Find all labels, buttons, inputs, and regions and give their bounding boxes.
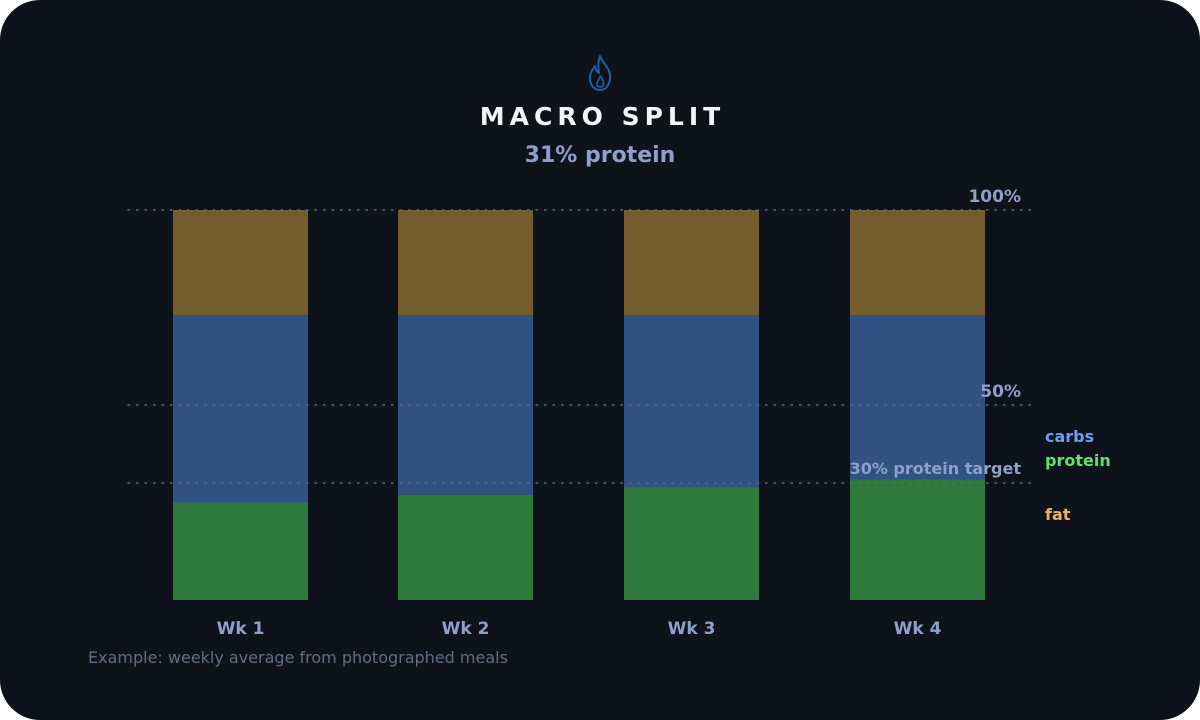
y-tick-label: 100%: [968, 187, 1021, 207]
x-tick-label: Wk 3: [668, 619, 716, 639]
bar-segment-fat-2: [398, 210, 533, 316]
x-tick-label: Wk 1: [217, 619, 265, 639]
legend-label-protein: protein: [1045, 451, 1111, 470]
bar-segment-protein-1: [173, 502, 308, 600]
bar-segment-protein-3: [624, 486, 759, 600]
bar-segment-protein-4: [850, 479, 985, 600]
bar-segment-fat-4: [850, 210, 985, 316]
bar-segment-fat-1: [173, 210, 308, 316]
bar-segment-protein-2: [398, 494, 533, 600]
y-tick-label: 50%: [980, 382, 1021, 402]
legend-label-fat: fat: [1045, 505, 1071, 524]
flame-icon: [588, 55, 612, 91]
reference-line-label: 30% protein target: [850, 459, 1022, 478]
bar-segment-fat-3: [624, 210, 759, 316]
bar-segment-carbs-3: [624, 315, 759, 487]
x-tick-label: Wk 2: [442, 619, 490, 639]
footnote: Example: weekly average from photographe…: [88, 648, 508, 667]
legend-label-carbs: carbs: [1045, 427, 1094, 446]
chart-subtitle: 31% protein: [524, 143, 676, 168]
bar-segment-carbs-4: [850, 315, 985, 480]
bar-segment-carbs-1: [173, 315, 308, 503]
chart-title: MACRO SPLIT: [479, 102, 726, 131]
x-tick-label: Wk 4: [894, 619, 942, 639]
